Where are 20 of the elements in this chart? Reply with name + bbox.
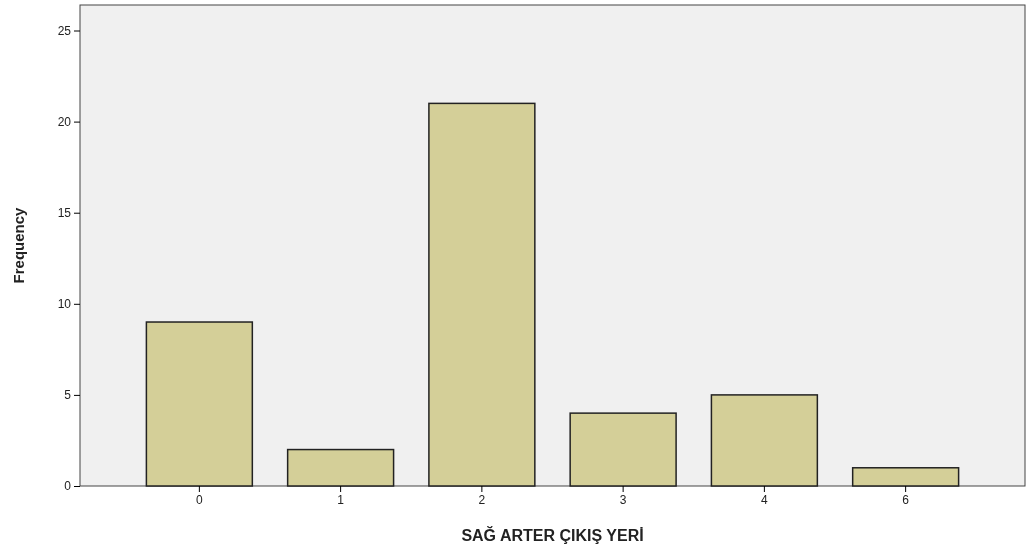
y-tick-label: 15: [57, 206, 72, 221]
bar: [428, 102, 536, 487]
bar: [286, 448, 395, 487]
y-tick-label: 10: [57, 297, 72, 312]
x-tick-label: 1: [337, 492, 345, 507]
y-tick-label: 5: [64, 388, 72, 403]
bar: [145, 321, 254, 487]
y-axis-title: Frequency: [10, 206, 27, 284]
bar: [710, 394, 819, 487]
y-tick-label: 0: [64, 479, 72, 494]
x-tick-label: 6: [902, 492, 910, 507]
y-tick-label: 20: [57, 114, 72, 129]
bar: [851, 467, 960, 487]
bar: [569, 412, 677, 487]
x-tick-label: 4: [761, 492, 769, 507]
x-tick-label: 2: [478, 492, 486, 507]
x-tick-label: 0: [196, 492, 204, 507]
y-tick-label: 25: [57, 23, 72, 38]
x-tick-label: 3: [619, 492, 627, 507]
x-axis-title: SAĞ ARTER ÇIKIŞ YERİ: [461, 526, 644, 544]
